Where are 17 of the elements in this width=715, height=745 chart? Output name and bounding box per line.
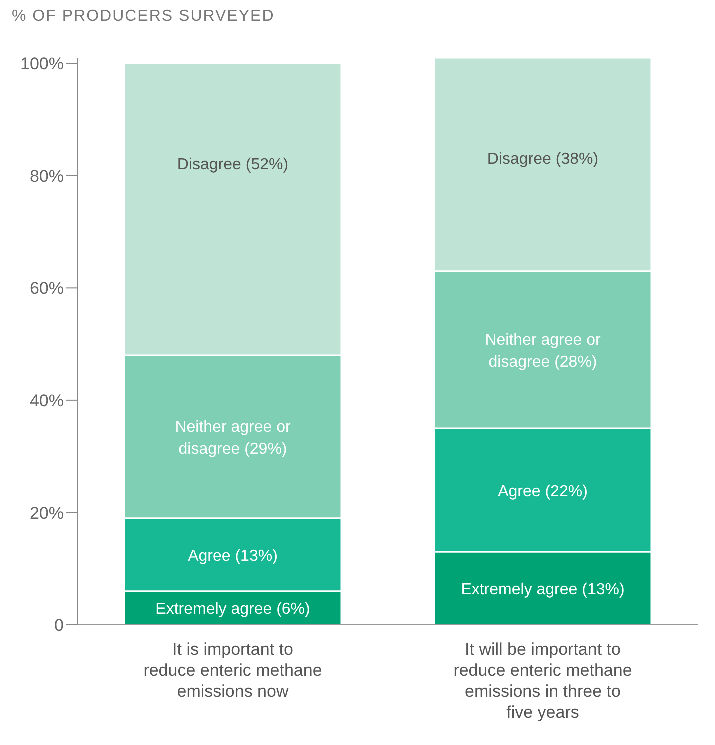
y-tick-label: 80% bbox=[30, 166, 64, 186]
data-label: Extremely agree (6%) bbox=[156, 601, 310, 618]
y-tick-label: 20% bbox=[30, 504, 64, 523]
data-label: Agree (22%) bbox=[498, 483, 588, 500]
x-tick-label: It will be important to reduce enteric methane emissions in three to five years bbox=[454, 640, 632, 722]
data-label: Extremely agree (13%) bbox=[461, 582, 625, 599]
y-tick-label: 40% bbox=[30, 391, 64, 410]
data-label: Disagree (52%) bbox=[177, 156, 289, 174]
data-label: Neither agree or disagree (28%) bbox=[485, 332, 602, 371]
y-tick-label: 0 bbox=[54, 616, 64, 636]
x-tick-label: It is important to reduce enteric methane emissions now bbox=[144, 640, 322, 701]
y-tick-label: 100% bbox=[20, 54, 64, 74]
data-label: Disagree (38%) bbox=[487, 151, 599, 168]
data-label: Agree (13%) bbox=[188, 548, 278, 565]
data-label: Neither agree or disagree (29%) bbox=[175, 418, 292, 458]
y-tick-label: 60% bbox=[30, 279, 64, 298]
y-axis-title: % OF PRODUCERS SURVEYED bbox=[12, 8, 276, 27]
